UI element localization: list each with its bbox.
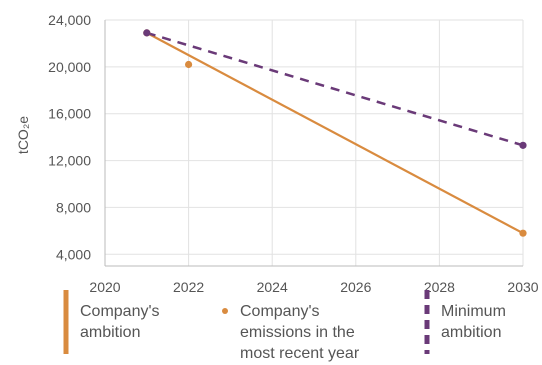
y-axis-title: tCO₂e (15, 116, 31, 154)
company-ambition-point (519, 229, 527, 237)
grid-lines (104, 19, 524, 266)
legend-label: emissions in the (240, 324, 355, 341)
legend-solid-bar-icon (63, 290, 69, 354)
company-ambition-line (146, 31, 524, 235)
legend-item: Minimum ambition (424, 290, 506, 354)
y-tick-label: 8,000 (56, 199, 91, 215)
legend-label: Company's (80, 303, 160, 320)
legend-item: Company's ambition (63, 290, 160, 354)
y-tick-label: 24,000 (48, 12, 91, 28)
x-tick-label: 2024 (257, 279, 288, 295)
legend-label: ambition (80, 324, 140, 341)
legend: Company's ambition Company's emissions in t… (63, 290, 506, 362)
x-tick-label: 2020 (89, 279, 120, 295)
y-tick-label: 4,000 (56, 246, 91, 262)
legend-label: most recent year (240, 345, 360, 362)
legend-label: Company's (240, 303, 320, 320)
minimum-ambition-point (143, 29, 151, 37)
y-tick-label: 20,000 (48, 59, 91, 75)
y-tick-label: 16,000 (48, 106, 91, 122)
y-tick-label: 12,000 (48, 153, 91, 169)
legend-label: Minimum (441, 303, 506, 320)
x-tick-label: 2028 (424, 279, 455, 295)
minimum-ambition-line (146, 31, 524, 147)
legend-dot-icon (222, 308, 228, 314)
recent-emissions-point (185, 60, 193, 69)
legend-label: ambition (441, 324, 501, 341)
tick-labels: 4,000 8,000 12,000 16,000 20,000 24,000 2020 20… (48, 12, 539, 295)
x-tick-label: 2026 (340, 279, 371, 295)
series-layer (143, 29, 527, 237)
axes (104, 20, 523, 267)
minimum-ambition-point (519, 141, 527, 149)
x-tick-label: 2022 (173, 279, 204, 295)
x-tick-label: 2030 (507, 279, 538, 295)
legend-item: Company's emissions in the most recent yea… (222, 303, 360, 362)
